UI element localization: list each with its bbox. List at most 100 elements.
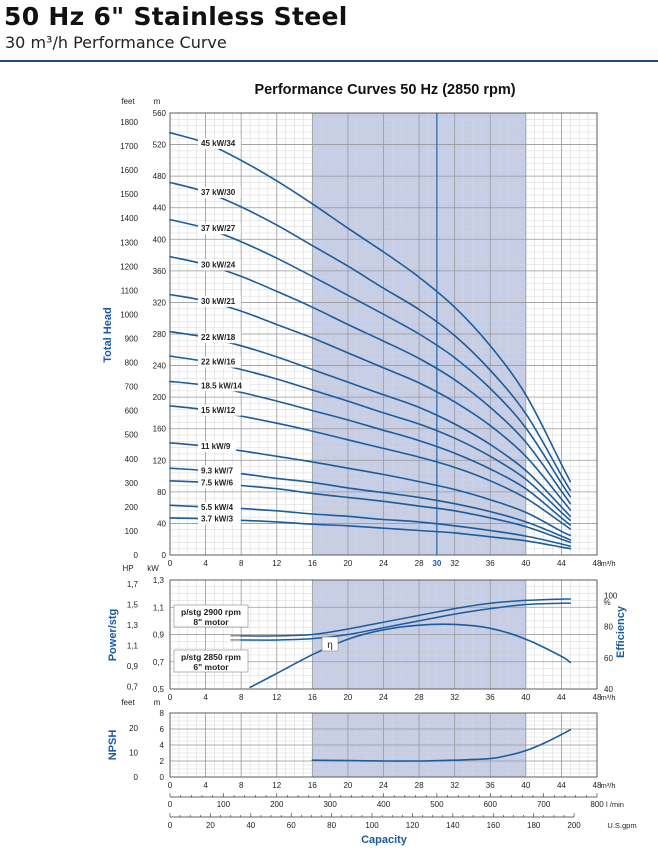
head-m-tick: 80 (157, 488, 166, 497)
power-frame (169, 579, 598, 690)
power-kw-tick: 0,9 (153, 631, 165, 640)
head-curve (169, 255, 572, 505)
gpm-unit: U.S.gpm (607, 821, 636, 830)
npsh-m-tick: 0 (160, 773, 165, 782)
head-chart-title: Performance Curves 50 Hz (2850 rpm) (254, 82, 515, 98)
power-x-tick: 0 (168, 693, 173, 702)
head-feet-tick: 0 (134, 551, 139, 560)
power-x-tick: 32 (450, 693, 459, 702)
lmin-tick-label: 800 (590, 800, 604, 809)
head-curve-label-bg (198, 223, 241, 235)
power-hp-tick: 0,7 (127, 682, 139, 691)
power-hp-unit: HP (122, 564, 133, 573)
power-x-tick: 8 (239, 693, 244, 702)
head-feet-tick: 400 (125, 455, 139, 464)
gpm-tick-label: 40 (246, 821, 255, 830)
head-m-tick: 400 (153, 235, 167, 244)
power-x-tick: 20 (343, 693, 352, 702)
npsh-x-tick: 44 (557, 781, 566, 790)
efficiency-curve (249, 623, 572, 689)
head-feet-tick: 700 (125, 383, 139, 392)
head-x-tick: 24 (379, 559, 388, 568)
head-feet-tick: 1400 (120, 214, 138, 223)
head-curve-label-bg (198, 513, 241, 525)
head-x-tick: 0 (168, 559, 173, 568)
npsh-m-tick: 2 (160, 757, 165, 766)
npsh-m-tick: 6 (160, 725, 165, 734)
head-curve-label: 37 kW/27 (201, 224, 236, 233)
label-2850-rpm: p/stg 2850 rpm (181, 652, 241, 662)
gpm-tick-label: 20 (206, 821, 215, 830)
head-x-tick: 12 (272, 559, 281, 568)
npsh-x-tick: 48 (593, 781, 602, 790)
npsh-feet-tick: 10 (129, 749, 138, 758)
lmin-tick-label: 200 (270, 800, 284, 809)
gpm-tick-label: 140 (446, 821, 460, 830)
power-hp-tick: 0,9 (127, 662, 139, 671)
head-feet-unit: feet (121, 97, 135, 106)
head-m-tick: 40 (157, 519, 166, 528)
label-2850-box (173, 649, 249, 673)
power-kw-unit: kW (147, 564, 159, 573)
head-feet-tick: 1700 (120, 142, 138, 151)
head-curve-label: 30 kW/24 (201, 261, 236, 270)
power-curve-6in (240, 602, 572, 641)
head-rated-x-tick: 30 (432, 559, 441, 568)
label-2900-rpm: p/stg 2900 rpm (181, 607, 241, 617)
head-feet-tick: 1000 (120, 310, 138, 319)
npsh-m-unit: m (154, 698, 161, 707)
head-curve-label-bg (198, 380, 250, 392)
gpm-tick-label: 120 (406, 821, 420, 830)
gpm-tick-label: 0 (168, 821, 173, 830)
power-x-tick: 44 (557, 693, 566, 702)
efficiency-tick: 40 (604, 685, 613, 694)
lmin-tick-label: 700 (537, 800, 551, 809)
page-title: 50 Hz 6" Stainless Steel (4, 2, 348, 31)
head-curve (169, 355, 572, 522)
head-x-tick: 32 (450, 559, 459, 568)
head-feet-tick: 300 (125, 479, 139, 488)
npsh-frame (169, 712, 598, 778)
head-m-tick: 160 (153, 425, 167, 434)
head-curve-label: 11 kW/9 (201, 442, 231, 451)
npsh-m-tick: 8 (160, 709, 165, 718)
npsh-m-tick: 4 (160, 741, 165, 750)
power-x-unit: m³/h (601, 693, 616, 702)
gpm-tick-label: 180 (527, 821, 541, 830)
head-curve (169, 442, 572, 537)
head-curve-label-bg (198, 259, 241, 271)
head-curve-label-bg (198, 137, 241, 149)
power-x-tick: 24 (379, 693, 388, 702)
npsh-x-tick: 28 (415, 781, 424, 790)
head-curve-label: 9.3 kW/7 (201, 467, 234, 476)
head-m-tick: 480 (153, 172, 167, 181)
head-feet-tick: 600 (125, 407, 139, 416)
head-feet-tick: 900 (125, 334, 139, 343)
head-curve (169, 517, 572, 550)
npsh-x-tick: 8 (239, 781, 244, 790)
head-x-tick: 44 (557, 559, 566, 568)
npsh-curve (311, 729, 572, 762)
head-curve-label: 30 kW/21 (201, 297, 236, 306)
efficiency-unit: % (603, 598, 610, 607)
head-m-tick: 320 (153, 298, 167, 307)
head-feet-tick: 200 (125, 503, 139, 512)
power-kw-tick: 1,3 (153, 576, 165, 585)
head-curve (169, 380, 572, 526)
head-curve-label: 22 kW/18 (201, 333, 236, 342)
label-eta-box (321, 636, 339, 652)
power-hp-tick: 1,3 (127, 621, 139, 630)
lmin-tick-label: 600 (484, 800, 498, 809)
head-m-tick: 520 (153, 141, 167, 150)
efficiency-axis-label: Efficiency (615, 605, 627, 658)
head-x-tick: 40 (521, 559, 530, 568)
head-x-tick: 36 (486, 559, 495, 568)
gpm-tick-label: 80 (327, 821, 336, 830)
lmin-unit: l /min (606, 800, 624, 809)
power-axis-label: Power/stg (107, 609, 119, 662)
label-8in-motor: 8" motor (193, 617, 229, 627)
head-x-tick: 28 (415, 559, 424, 568)
head-curve-label-bg (198, 186, 241, 198)
npsh-x-tick: 20 (343, 781, 352, 790)
power-hp-tick: 1,5 (127, 601, 139, 610)
